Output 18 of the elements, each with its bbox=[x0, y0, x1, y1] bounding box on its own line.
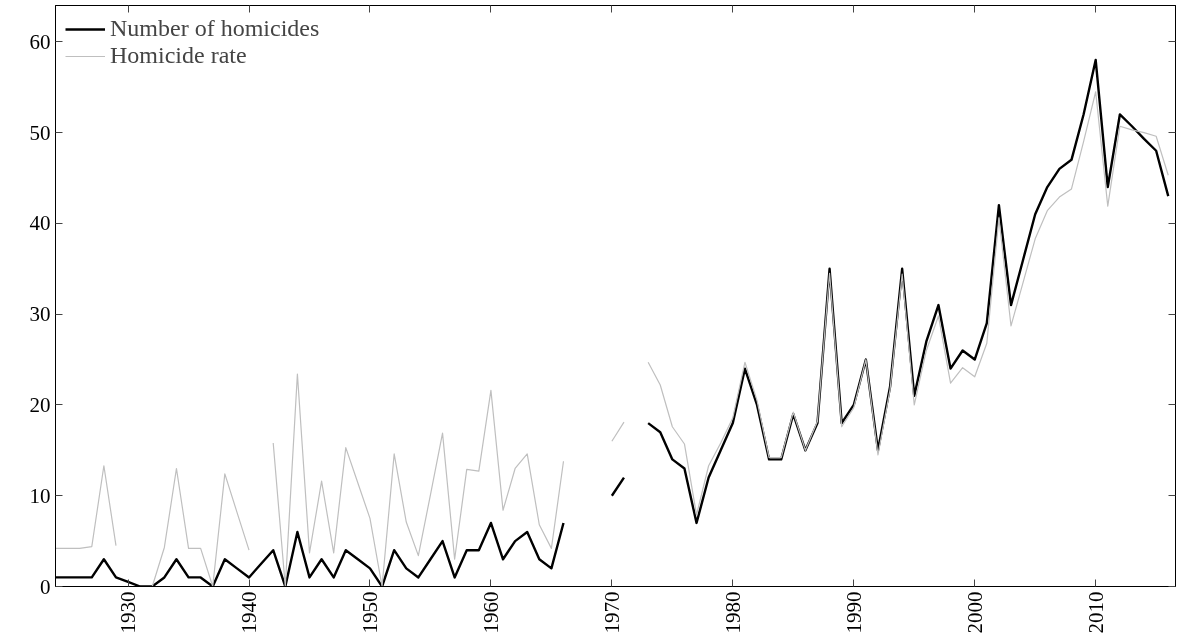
legend-label: Homicide rate bbox=[110, 42, 247, 69]
x-tick-label: 1960 bbox=[478, 591, 503, 634]
x-tick-label: 2010 bbox=[1083, 591, 1108, 634]
x-tick-label: 1940 bbox=[237, 591, 262, 634]
y-tick-label: 20 bbox=[29, 392, 51, 417]
y-tick-label: 60 bbox=[29, 29, 51, 54]
y-tick-label: 40 bbox=[29, 211, 51, 236]
x-tick-label: 1950 bbox=[357, 591, 382, 634]
y-tick-label: 50 bbox=[29, 120, 51, 145]
y-tick-label: 0 bbox=[40, 574, 51, 599]
y-tick-label: 30 bbox=[29, 302, 51, 327]
x-tick-label: 1970 bbox=[599, 591, 624, 634]
y-tick-label: 10 bbox=[29, 483, 51, 508]
x-tick-label: 1930 bbox=[116, 591, 141, 634]
legend-label: Number of homicides bbox=[110, 15, 320, 42]
x-tick-label: 2000 bbox=[962, 591, 987, 634]
x-tick-label: 1980 bbox=[720, 591, 745, 634]
x-tick-label: 1990 bbox=[841, 591, 866, 634]
